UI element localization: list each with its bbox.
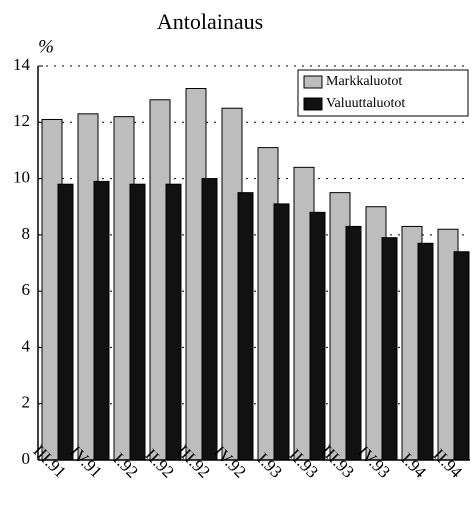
bar bbox=[273, 203, 290, 461]
bar bbox=[57, 183, 74, 461]
y-tick-label: 6 bbox=[22, 280, 31, 299]
y-axis-label: % bbox=[38, 36, 54, 57]
bar bbox=[345, 225, 362, 461]
bar bbox=[453, 251, 470, 461]
chart-title: Antolainaus bbox=[157, 9, 263, 34]
legend-label: Markkaluotot bbox=[326, 74, 402, 89]
bar bbox=[201, 178, 218, 461]
legend-box bbox=[297, 69, 469, 117]
y-tick-label: 2 bbox=[22, 393, 31, 412]
y-tick-label: 14 bbox=[13, 55, 31, 74]
legend-swatch bbox=[303, 97, 323, 111]
y-tick-label: 12 bbox=[13, 111, 30, 130]
bar bbox=[381, 237, 398, 461]
legend-label: Valuuttaluotot bbox=[326, 96, 405, 111]
y-tick-label: 4 bbox=[22, 336, 31, 355]
legend-swatch bbox=[303, 75, 323, 89]
bar bbox=[129, 183, 146, 461]
bar bbox=[93, 180, 110, 461]
bar bbox=[237, 192, 254, 461]
y-tick-label: 0 bbox=[22, 449, 31, 468]
y-tick-label: 10 bbox=[13, 167, 30, 186]
bar bbox=[309, 211, 326, 461]
bar bbox=[165, 183, 182, 461]
y-tick-label: 8 bbox=[22, 224, 31, 243]
bar bbox=[417, 242, 434, 461]
